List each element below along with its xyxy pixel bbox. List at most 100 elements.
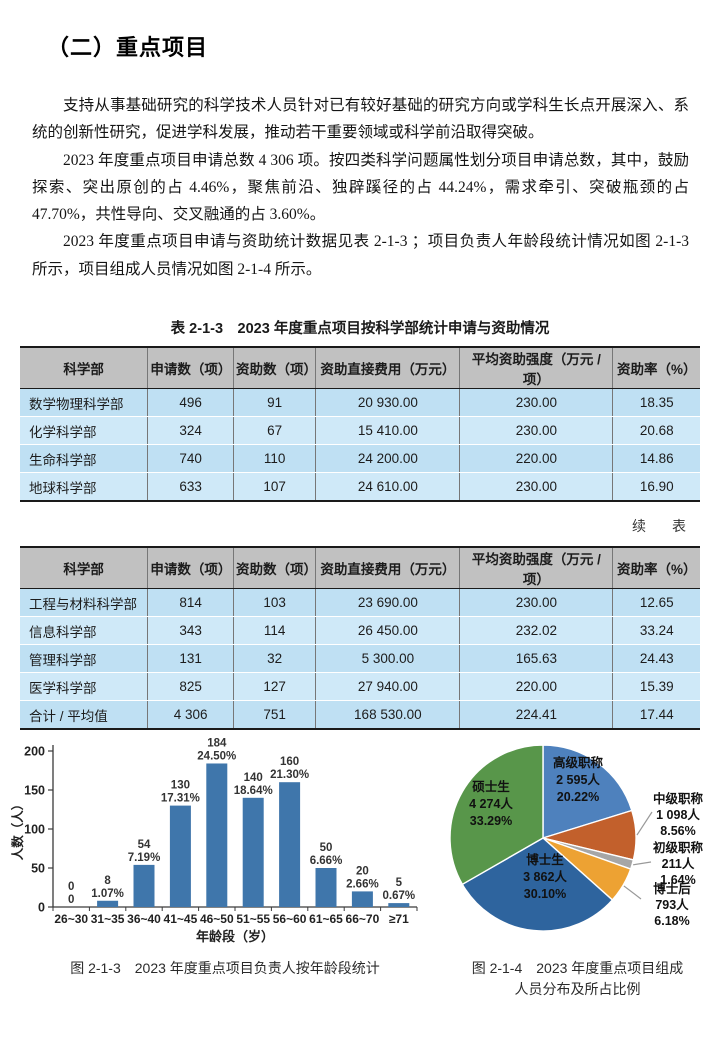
table-cell: 107 [232,472,316,502]
paragraph-2: 2023 年度重点项目申请总数 4 306 项。按四类科学问题属性划分项目申请总… [32,151,689,224]
bar-percent-label: 2.66% [346,878,379,890]
bar-percent-label: 0.67% [382,890,415,902]
bar [315,868,337,907]
pie-slice-label: 硕士生 [472,779,510,794]
stats-table-part2: 科学部 申请数（项） 资助数（项） 资助直接费用（万元） 平均资助强度（万元 / 项）资… [20,546,700,730]
table-cell: 5 300.00 [315,644,460,673]
header-cell: 资助数（项） [232,346,317,389]
x-category-label: ≥71 [389,912,409,926]
table-row: 医学科学部 825 127 27 940.00 220.00 15.39 [20,672,700,701]
bar-count-label: 50 [320,842,333,854]
table-cell: 230.00 [459,416,613,445]
table-cell: 114 [232,616,316,645]
table-cell: 24 200.00 [315,444,460,473]
header-cell: 申请数（项） [147,346,234,389]
figure2-caption-line1: 图 2-1-4 2023 年度重点项目组成 [471,960,684,976]
pie-slice-label: 2 595人 [556,772,600,787]
pie-slice-label: 20.22% [557,790,599,804]
table-cell: 17.44 [612,700,700,730]
table-cell: 16.90 [612,472,700,502]
table-cell: 管理科学部 [20,644,148,673]
age-bar-chart: 0501001502000026~3081.07%31~35547.19%36~… [10,737,418,944]
pie-slice-label: 211人 [662,856,695,871]
table-row: 化学科学部 324 67 15 410.00 230.00 20.68 [20,416,700,445]
table-cell: 合计 / 平均值 [20,700,148,730]
table-row: 管理科学部 131 32 5 300.00 165.63 24.43 [20,644,700,673]
bar-count-label: 130 [171,780,190,792]
table-row: 数学物理科学部 496 91 20 930.00 230.00 18.35 [20,388,700,417]
pie-slice-label: 博士后 [653,881,691,896]
table-row: 合计 / 平均值 4 306 751 168 530.00 224.41 17.44 [20,700,700,730]
bar [351,891,373,907]
table-cell: 67 [232,416,316,445]
table-cell: 地球科学部 [20,472,148,502]
bar [242,797,264,907]
pie-slice [542,744,633,839]
table-cell: 24.43 [612,644,700,673]
body-text: 支持从事基础研究的科学技术人员针对已有较好基础的研究方向或学科生长点开展深入、系… [32,92,689,283]
pie-slice [461,837,614,932]
table-cell: 814 [147,588,234,617]
continued-table-label: 续 表 [632,518,692,534]
figure2-caption: 图 2-1-4 2023 年度重点项目组成 人员分布及所占比例 [445,958,710,1000]
table-cell: 32 [232,644,316,673]
header-cell: 申请数（项） [147,546,234,589]
pie-slice-label: 1.64% [660,873,695,887]
table-cell: 生命科学部 [20,444,148,473]
table-cell: 110 [232,444,316,473]
header-cell: 资助直接费用（万元） [315,346,460,389]
table-cell: 230.00 [459,388,613,417]
pie-slice-label: 高级职称 [553,755,604,770]
table-cell: 18.35 [612,388,700,417]
personnel-pie-chart: 高级职称 2 595人 20.22% 博士生 3 862人 30.10% 硕士生 4 274人… [449,744,704,932]
x-category-label: 61~65 [309,912,343,926]
bar-percent-label: 1.07% [91,888,124,900]
x-category-label: 56~60 [273,912,307,926]
bar-percent-label: 24.50% [197,750,236,762]
table-cell: 131 [147,644,234,673]
header-cell: 平均资助强度（万元 / 项） [459,546,613,589]
table-cell: 信息科学部 [20,616,148,645]
table-cell: 工程与材料科学部 [20,588,148,617]
table-row: 地球科学部 633 107 24 610.00 230.00 16.90 [20,472,700,502]
paragraph-3: 2023 年度重点项目申请与资助统计数据见表 2-1-3 ；项目负责人年龄段统计… [32,233,689,278]
bar [169,805,191,907]
y-tick-label: 0 [38,901,45,915]
table-cell: 91 [232,388,316,417]
table-cell: 15 410.00 [315,416,460,445]
table-cell: 医学科学部 [20,672,148,701]
table-cell: 20.68 [612,416,700,445]
table-cell: 127 [232,672,316,701]
bar-count-label: 5 [396,877,403,889]
table-cell: 230.00 [459,472,613,502]
y-axis-title: 人数（人） [10,798,25,861]
x-category-label: 31~35 [91,912,125,926]
table-cell: 27 940.00 [315,672,460,701]
bar [388,903,410,907]
bar-count-label: 20 [356,865,369,877]
table-cell: 224.41 [459,700,613,730]
paragraph-1: 支持从事基础研究的科学技术人员针对已有较好基础的研究方向或学科生长点开展深入、系… [32,97,689,142]
table1-body: 数学物理科学部 496 91 20 930.00 230.00 18.35 化学科学部 324… [20,388,700,502]
bar [279,782,301,907]
table-cell: 232.02 [459,616,613,645]
figure2-caption-line2: 人员分布及所占比例 [514,981,641,997]
table2-body: 工程与材料科学部 814 103 23 690.00 230.00 12.65 信息科学部 3… [20,588,700,730]
bar-count-label: 140 [244,772,263,784]
header-cell: 资助率（%） [612,346,700,389]
pie-slice-label: 中级职称 [653,791,704,806]
bar-count-label: 0 [68,881,74,893]
bar-count-label: 54 [138,839,151,851]
table-cell: 825 [147,672,234,701]
table-cell: 15.39 [612,672,700,701]
header-cell: 科学部 [20,546,148,589]
table-title: 表 2-1-3 2023 年度重点项目按科学部统计申请与资助情况 [170,321,550,337]
pie-slice-label: 8.56% [660,824,695,838]
table-cell: 14.86 [612,444,700,473]
table-row: 工程与材料科学部 814 103 23 690.00 230.00 12.65 [20,588,700,617]
section-title: （二）重点项目 [47,35,209,60]
table-cell: 496 [147,388,234,417]
pie-slice-label: 1 098人 [656,807,700,822]
pie-slice-label: 6.18% [654,914,689,928]
